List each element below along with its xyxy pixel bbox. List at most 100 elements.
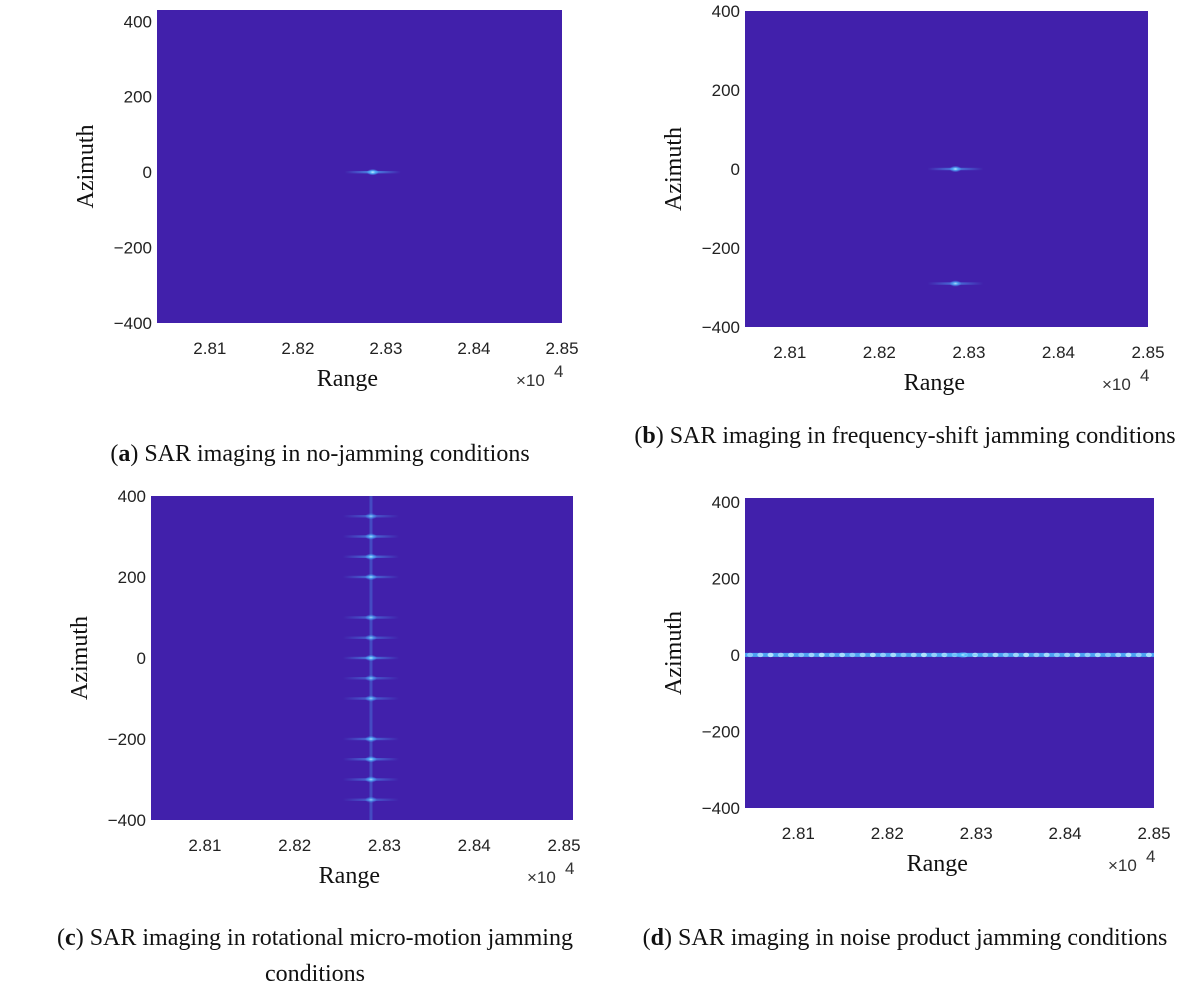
y-tick-label: 400	[712, 493, 740, 512]
noise-speckle	[1094, 652, 1101, 658]
target-point	[364, 654, 377, 662]
noise-speckle	[747, 652, 754, 658]
noise-speckle	[828, 652, 835, 658]
noise-speckle	[808, 652, 815, 658]
chart-c-svg: 400 200 0 −200 −400 2.81 2.82 2.83 2.84 2.85 Range…	[67, 487, 581, 889]
caption-b-letter: b	[642, 423, 656, 449]
noise-speckle	[910, 652, 917, 658]
noise-speckle	[1115, 652, 1122, 658]
noise-speckle	[890, 652, 897, 658]
noise-speckle	[859, 652, 866, 658]
chart-panel-c: 400 200 0 −200 −400 2.81 2.82 2.83 2.84 2.85 Range…	[0, 487, 600, 908]
caption-a-letter: a	[118, 441, 131, 467]
x-axis-label: Range	[319, 863, 380, 889]
caption-a: (a) SAR imaging in no-jamming conditions	[110, 441, 530, 467]
x-axis-label: Range	[904, 370, 965, 396]
y-tick-label: −400	[702, 318, 740, 337]
caption-d-text: SAR imaging in noise product jamming con…	[678, 925, 1168, 951]
x-tick-label: 2.82	[281, 339, 314, 358]
target-point	[364, 756, 377, 763]
target-point	[364, 513, 377, 520]
target-point	[364, 553, 377, 560]
y-tick-label: −200	[702, 239, 740, 258]
noise-speckle	[900, 652, 907, 658]
x-tick-label: 2.83	[952, 343, 985, 362]
noise-speckle	[839, 652, 846, 658]
noise-speckle	[1002, 652, 1009, 658]
caption-d-letter: d	[650, 925, 665, 951]
x-tick-label: 2.85	[547, 836, 580, 855]
chart-d-svg: 400 200 0 −200 −400 2.81 2.82 2.83 2.84 2.85 Range…	[661, 493, 1171, 877]
y-tick-label: 200	[712, 569, 740, 588]
noise-speckle	[1033, 652, 1040, 658]
noise-speckle	[1084, 652, 1091, 658]
x-tick-label: 2.81	[773, 343, 806, 362]
target-point	[364, 675, 377, 682]
x-tick-label: 2.81	[782, 824, 815, 843]
y-tick-label: −200	[114, 239, 152, 258]
noise-speckle	[1053, 652, 1060, 658]
x-tick-label: 2.85	[545, 339, 578, 358]
y-axis-label: Azimuth	[67, 616, 93, 700]
noise-speckle	[1012, 652, 1019, 658]
chart-panel-b: 400 200 0 −200 −400 2.81 2.82 2.83 2.84 2.85 Range…	[600, 0, 1200, 420]
target-point	[364, 735, 377, 743]
noise-speckle	[880, 652, 887, 658]
noise-speckle	[1135, 652, 1142, 658]
chart-panel-a: 400 200 0 −200 −400 2.81 2.82 2.83 2.84 2.85 Range…	[0, 0, 600, 420]
caption-c-letter: c	[65, 925, 76, 951]
x-axis-label: Range	[317, 366, 378, 392]
x-tick-label: 2.83	[368, 836, 401, 855]
noise-speckle	[1043, 652, 1050, 658]
noise-speckle	[1104, 652, 1111, 658]
x-tick-label: 2.82	[278, 836, 311, 855]
x-axis-multiplier: ×10	[527, 868, 556, 887]
noise-speckle	[767, 652, 774, 658]
y-tick-label: 0	[731, 160, 740, 179]
y-tick-label: −200	[702, 722, 740, 741]
noise-speckle	[777, 652, 784, 658]
target-point	[949, 280, 962, 287]
x-axis-multiplier-exponent: 4	[554, 362, 563, 381]
target-point	[364, 614, 377, 621]
chart-panel-d: 400 200 0 −200 −400 2.81 2.82 2.83 2.84 2.85 Range…	[600, 488, 1200, 908]
target-point	[364, 796, 377, 803]
target-point	[949, 165, 962, 173]
x-axis-multiplier: ×10	[1102, 375, 1131, 394]
noise-speckle	[757, 652, 764, 658]
noise-speckle	[1064, 652, 1071, 658]
y-tick-label: 400	[118, 487, 146, 506]
target-point	[366, 168, 379, 176]
x-tick-label: 2.83	[960, 824, 993, 843]
target-point	[364, 573, 377, 581]
y-tick-label: 200	[712, 81, 740, 100]
y-tick-label: 400	[124, 12, 152, 31]
y-tick-label: 200	[124, 88, 152, 107]
caption-b-text: SAR imaging in frequency-shift jamming c…	[669, 423, 1176, 449]
y-tick-label: 0	[731, 646, 740, 665]
caption-c-text: SAR imaging in rotational micro-motion j…	[89, 925, 573, 987]
x-tick-label: 2.81	[188, 836, 221, 855]
x-tick-label: 2.85	[1137, 824, 1170, 843]
x-tick-label: 2.82	[871, 824, 904, 843]
noise-speckle	[920, 652, 927, 658]
y-tick-label: −400	[702, 799, 740, 818]
y-axis-label: Azimuth	[661, 611, 687, 695]
x-axis-multiplier-exponent: 4	[1140, 366, 1149, 385]
y-tick-label: −400	[114, 314, 152, 333]
noise-speckle	[1023, 652, 1030, 658]
noise-speckle	[992, 652, 999, 658]
x-tick-label: 2.81	[193, 339, 226, 358]
x-axis-label: Range	[907, 851, 968, 877]
y-tick-label: 200	[118, 568, 146, 587]
plot-area	[157, 10, 562, 323]
x-tick-label: 2.84	[458, 836, 491, 855]
x-axis-multiplier-exponent: 4	[1146, 847, 1155, 866]
noise-speckle	[818, 652, 825, 658]
x-tick-label: 2.85	[1131, 343, 1164, 362]
x-axis-multiplier-exponent: 4	[565, 859, 574, 878]
x-tick-label: 2.83	[369, 339, 402, 358]
y-tick-label: −200	[108, 730, 146, 749]
y-axis-label: Azimuth	[661, 127, 687, 211]
caption-b: (b) SAR imaging in frequency-shift jammi…	[634, 423, 1176, 449]
